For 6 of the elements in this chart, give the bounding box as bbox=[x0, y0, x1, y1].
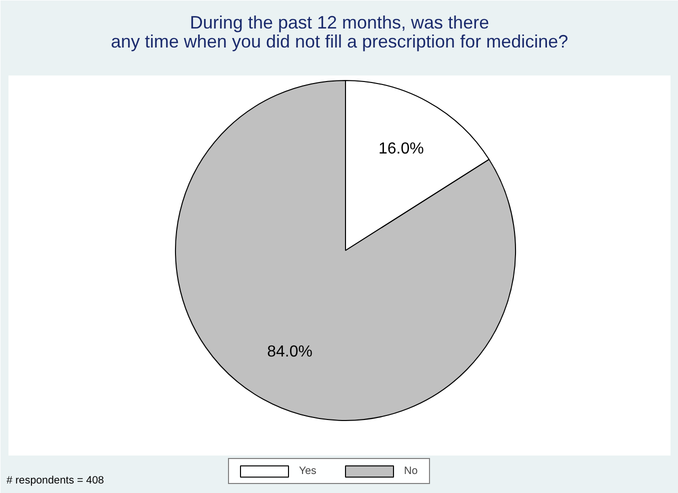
data-label: 16.0% bbox=[378, 140, 424, 158]
legend-label: No bbox=[404, 465, 419, 477]
legend-label: Yes bbox=[299, 465, 318, 477]
text: # respondents = 408 bbox=[6, 474, 104, 486]
data-label: 84.0% bbox=[267, 343, 312, 360]
chart-title: During the past 12 months, was there any time when you did not fill a prescription for medicine? bbox=[110, 12, 568, 52]
